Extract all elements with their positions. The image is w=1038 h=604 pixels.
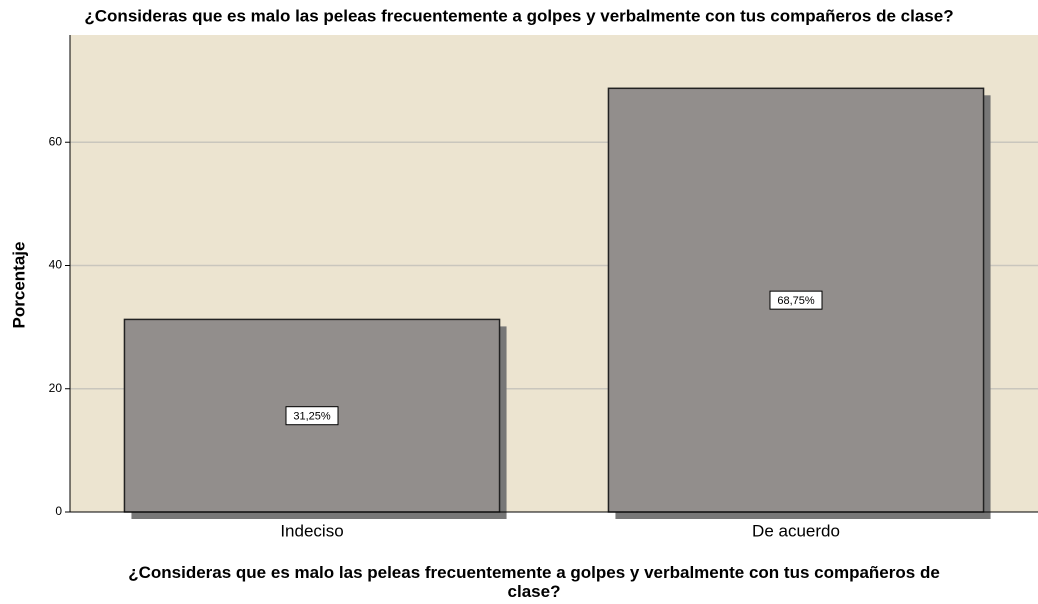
chart-title: ¿Consideras que es malo las peleas frecu… — [84, 6, 953, 25]
value-label-box — [285, 406, 339, 426]
y-tick-label: 20 — [49, 381, 63, 395]
value-label: 68,75% — [777, 295, 815, 307]
value-label: 31,25% — [293, 411, 331, 423]
y-tick-label: 0 — [55, 504, 62, 518]
y-tick-label: 60 — [49, 134, 63, 148]
y-tick-label: 40 — [49, 258, 63, 272]
y-axis-label: Porcentaje — [9, 242, 28, 329]
x-tick-label: De acuerdo — [752, 521, 840, 540]
x-axis-label: ¿Consideras que es malo las peleas frecu… — [128, 563, 940, 601]
value-label-box — [769, 290, 823, 310]
x-tick-label: Indeciso — [280, 521, 343, 540]
